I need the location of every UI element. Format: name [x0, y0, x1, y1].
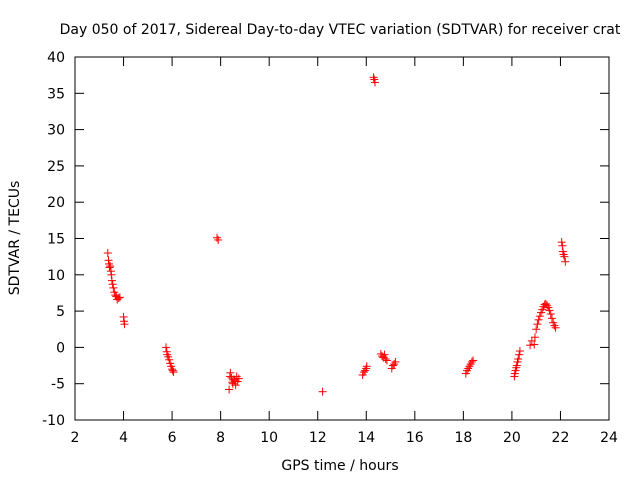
- data-point: [382, 356, 391, 365]
- y-tick-label: 35: [47, 86, 65, 102]
- y-tick-label: 5: [56, 304, 65, 320]
- data-point: [106, 262, 115, 271]
- x-tick-label: 18: [454, 430, 472, 446]
- x-tick-label: 14: [357, 430, 375, 446]
- data-point: [535, 312, 544, 321]
- data-point: [169, 368, 178, 377]
- x-tick-label: 2: [71, 430, 80, 446]
- data-point: [514, 355, 523, 364]
- data-point: [391, 357, 400, 366]
- data-point: [557, 238, 566, 247]
- data-point: [467, 357, 476, 366]
- data-point: [234, 374, 243, 383]
- x-tick-label: 10: [260, 430, 278, 446]
- data-point: [162, 343, 171, 352]
- data-point: [231, 381, 240, 390]
- data-point: [318, 387, 327, 396]
- data-point: [168, 366, 177, 375]
- y-tick-label: 40: [47, 50, 65, 66]
- x-axis-label: GPS time / hours: [281, 458, 398, 474]
- y-tick-label: -10: [42, 413, 65, 429]
- data-point: [546, 310, 555, 319]
- data-point: [214, 235, 223, 244]
- data-point: [114, 294, 123, 303]
- data-point: [362, 362, 371, 371]
- y-tick-label: 25: [47, 159, 65, 175]
- data-point: [115, 293, 124, 302]
- x-tick-label: 16: [406, 430, 424, 446]
- y-tick-label: 20: [47, 195, 65, 211]
- data-point: [547, 314, 556, 323]
- y-tick-label: -5: [51, 377, 65, 393]
- y-axis-label: SDTVAR / TECUs: [7, 181, 23, 296]
- y-tick-label: 15: [47, 232, 65, 248]
- data-point: [381, 355, 390, 364]
- data-point: [515, 350, 524, 359]
- data-point: [225, 385, 234, 394]
- data-point: [226, 368, 235, 377]
- x-tick-label: 6: [168, 430, 177, 446]
- data-point: [103, 249, 112, 258]
- data-point: [469, 356, 478, 365]
- data-point: [534, 315, 543, 324]
- x-tick-label: 20: [503, 430, 521, 446]
- data-point: [120, 320, 129, 329]
- data-point: [105, 263, 114, 272]
- data-point: [560, 252, 569, 261]
- x-tick-label: 22: [552, 430, 570, 446]
- x-tick-label: 8: [216, 430, 225, 446]
- data-point: [561, 257, 570, 266]
- y-tick-label: 0: [56, 340, 65, 356]
- y-tick-label: 30: [47, 123, 65, 139]
- data-point: [551, 323, 560, 332]
- data-point: [532, 325, 541, 334]
- data-point: [530, 340, 539, 349]
- data-point: [526, 341, 535, 350]
- x-tick-label: 24: [600, 430, 618, 446]
- data-point: [165, 355, 174, 364]
- y-axis: -10 -5 0 5 10 15 20 25 30 35 40: [42, 50, 609, 429]
- data-point: [380, 350, 389, 359]
- data-points: [103, 73, 570, 396]
- y-tick-label: 10: [47, 268, 65, 284]
- data-point: [371, 78, 380, 87]
- x-tick-label: 4: [119, 430, 128, 446]
- x-tick-label: 12: [309, 430, 327, 446]
- chart-title: Day 050 of 2017, Sidereal Day-to-day VTE…: [60, 22, 621, 38]
- data-point: [545, 306, 554, 315]
- data-point: [107, 276, 116, 285]
- data-point: [108, 280, 117, 289]
- data-point: [109, 283, 118, 292]
- data-point: [515, 347, 524, 356]
- data-point: [533, 320, 542, 329]
- x-axis: 2 4 6 8 10 12 14 16 18 20 22 24: [71, 57, 618, 446]
- data-point: [512, 361, 521, 370]
- data-point: [530, 333, 539, 342]
